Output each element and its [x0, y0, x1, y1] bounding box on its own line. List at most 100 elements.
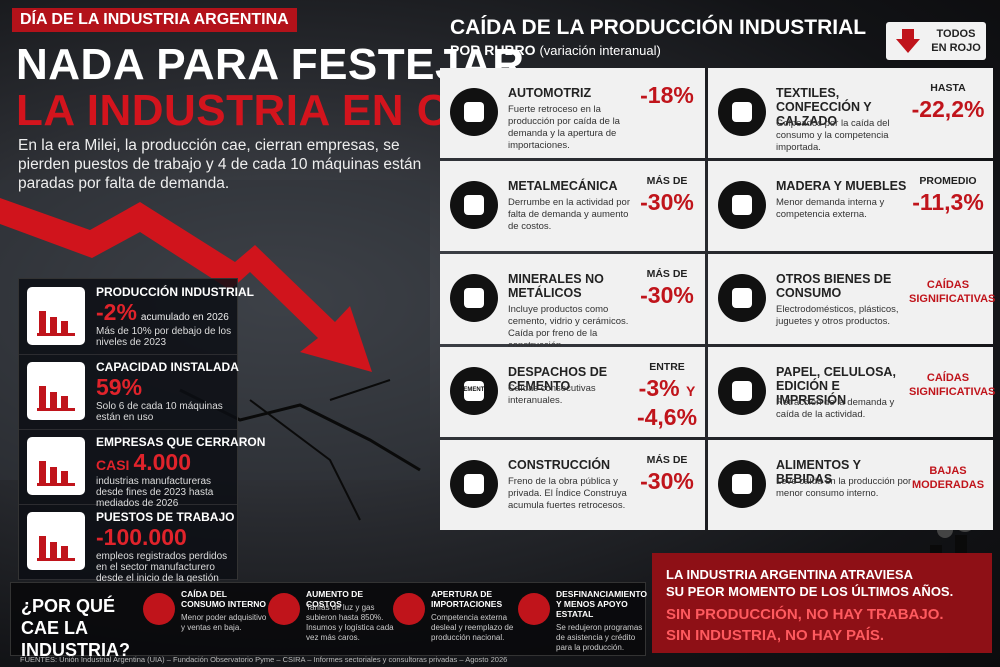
sector-icon: [450, 88, 498, 136]
icon-glyph: [732, 474, 752, 494]
sector-value: HASTA -22,2%: [909, 82, 987, 122]
sources: FUENTES: Unión Industrial Argentina (UIA…: [20, 655, 508, 664]
stat-value: -100.000: [96, 524, 187, 551]
panel-title: CAÍDA DE LA PRODUCCIÓN INDUSTRIAL: [450, 16, 867, 39]
subtitle: POR RUBRO: [450, 42, 536, 58]
sector-card: CEMENTO DESPACHOS DE CEMENTO Caídas consec…: [440, 347, 705, 437]
value-2: -4,6%: [636, 404, 698, 430]
value-prefix: HASTA: [930, 82, 966, 94]
value-prefix: MÁS DE: [646, 454, 688, 466]
down-arrow-icon: [896, 29, 920, 53]
cracks: [249, 379, 391, 521]
why-title: CAÍDA DEL CONSUMO INTERNO: [181, 589, 266, 609]
value-prefix: PROMEDIO: [919, 175, 977, 187]
sector-description: Retracción de la demanda y caída de la a…: [776, 397, 895, 420]
value: -18%: [635, 82, 699, 108]
icon-label: CEMENTO: [459, 387, 489, 393]
icon-glyph: [732, 102, 752, 122]
icon-glyph: [37, 311, 75, 336]
sector-card: TEXTILES, CONFECCIÓN Y CALZADO Golpeados …: [708, 68, 993, 158]
callout: LA INDUSTRIA ARGENTINA ATRAVIESA SU PEOR…: [652, 553, 992, 653]
sector-name: MADERA Y MUEBLES: [776, 179, 907, 193]
value: -30%: [635, 189, 699, 215]
sector-name: OTROS BIENES DE CONSUMO: [776, 272, 892, 300]
why-text: Competencia externa desleal y reemplazo …: [431, 613, 514, 642]
why-icon: [268, 593, 300, 625]
why-icon: [518, 593, 550, 625]
stat-value: CASI 4.000: [96, 449, 191, 476]
sector-description: Electrodomésticos, plásticos, juguetes y…: [776, 304, 899, 327]
sector-card: PAPEL, CELULOSA, EDICIÓN E IMPRESIÓN Retr…: [708, 347, 996, 437]
sector-name: PAPEL, CELULOSA, EDICIÓN E IMPRESIÓN: [776, 365, 896, 407]
sector-name: MINERALES NO METÁLICOS: [508, 272, 604, 300]
verdict: BAJAS MODERADAS: [911, 465, 985, 491]
sector-icon: [718, 367, 766, 415]
sector-card: ALIMENTOS Y BEBIDAS Leve caída en la prod…: [708, 440, 993, 530]
verdict: CAÍDAS SIGNIFICATIVAS: [909, 372, 996, 398]
sector-icon: [718, 181, 766, 229]
sector-icon: CEMENTO: [450, 367, 498, 415]
stat-value: -2% acumulado en 2026: [96, 299, 229, 326]
value-prefix: MÁS DE: [646, 268, 688, 280]
icon-glyph: [37, 536, 75, 561]
why-title: AUMENTO DE COSTOS: [306, 589, 363, 609]
stat-description: Solo 6 de cada 10 máquinas están en uso: [96, 401, 223, 423]
value-number: -30%: [640, 189, 694, 215]
stat-icon: [27, 512, 85, 570]
value-number: -30%: [640, 468, 694, 494]
value-join: Y: [685, 383, 696, 399]
title: NADA PARA FESTEJAR: [16, 40, 525, 89]
stat-icon: [27, 437, 85, 495]
icon-glyph: [464, 381, 484, 401]
icon-glyph: [732, 288, 752, 308]
value-prefix: MÁS DE: [646, 175, 688, 187]
stats-box: PRODUCCIÓN INDUSTRIAL -2% acumulado en 202…: [18, 278, 265, 584]
icon-glyph: [464, 474, 484, 494]
stat-number: -100.000: [96, 524, 187, 550]
stat-number: 4.000: [133, 449, 192, 475]
icon-glyph: [464, 288, 484, 308]
why-bar: ¿POR QUÉ CAE LA INDUSTRIA? CAÍDA DEL CON…: [10, 582, 647, 660]
panel-subtitle: POR RUBRO (variación interanual): [450, 42, 661, 58]
stat-title: EMPRESAS QUE CERRARON: [96, 435, 266, 449]
badge-text: TODOS EN ROJO: [931, 28, 981, 54]
stat-description: industrias manufactureras desde fines de…: [96, 476, 214, 509]
sector-name: ALIMENTOS Y BEBIDAS: [776, 458, 861, 486]
sector-name: TEXTILES, CONFECCIÓN Y CALZADO: [776, 86, 872, 128]
stat-icon: [27, 287, 85, 345]
value: -30%: [635, 282, 699, 308]
sector-description: Golpeados por la caída del consumo y la …: [776, 118, 890, 153]
subtitle-note: (variación interanual): [539, 43, 661, 58]
stat-description: empleos registrados perdidos en el secto…: [96, 551, 228, 584]
stat-icon: [27, 362, 85, 420]
value-prefix: ENTRE: [649, 361, 685, 373]
sector-description: Derrumbe en la actividad por falta de de…: [508, 197, 630, 232]
stat-number: -2%: [96, 299, 137, 325]
value: -11,3%: [909, 189, 987, 215]
stat-title: PUESTOS DE TRABAJO: [96, 510, 235, 524]
sector-card: OTROS BIENES DE CONSUMO Electrodomésticos…: [708, 254, 996, 344]
sector-card: CONSTRUCCIÓN Freno de la obra pública y p…: [440, 440, 705, 530]
stat: PRODUCCIÓN INDUSTRIAL -2% acumulado en 202…: [19, 279, 254, 355]
sector-value: ENTRE -3% Y -4,6%: [635, 361, 699, 430]
tag: DÍA DE LA INDUSTRIA ARGENTINA: [12, 8, 297, 32]
sector-icon: [450, 274, 498, 322]
icon-glyph: [37, 386, 75, 411]
sector-icon: [450, 181, 498, 229]
stat: EMPRESAS QUE CERRARON CASI 4.000 industrias…: [19, 429, 265, 509]
stat: PUESTOS DE TRABAJO -100.000 empleos regist…: [19, 504, 237, 584]
sector-value: CAÍDAS SIGNIFICATIVAS: [909, 268, 996, 306]
sector-description: Leve caída en la producción por menor co…: [776, 476, 912, 499]
callout-line: SIN PRODUCCIÓN, NO HAY TRABAJO.: [666, 606, 944, 623]
badge: TODOS EN ROJO: [886, 22, 986, 60]
why-text: Se redujeron programas de asistencia y c…: [556, 623, 643, 652]
sector-description: Incluye productos como cemento, vidrio y…: [508, 304, 629, 351]
verdict: CAÍDAS SIGNIFICATIVAS: [909, 279, 996, 305]
icon-glyph: [732, 381, 752, 401]
sector-name: DESPACHOS DE CEMENTO: [508, 365, 608, 393]
value-number: -11,3%: [912, 189, 984, 215]
sector-description: Freno de la obra pública y privada. El Í…: [508, 476, 627, 511]
